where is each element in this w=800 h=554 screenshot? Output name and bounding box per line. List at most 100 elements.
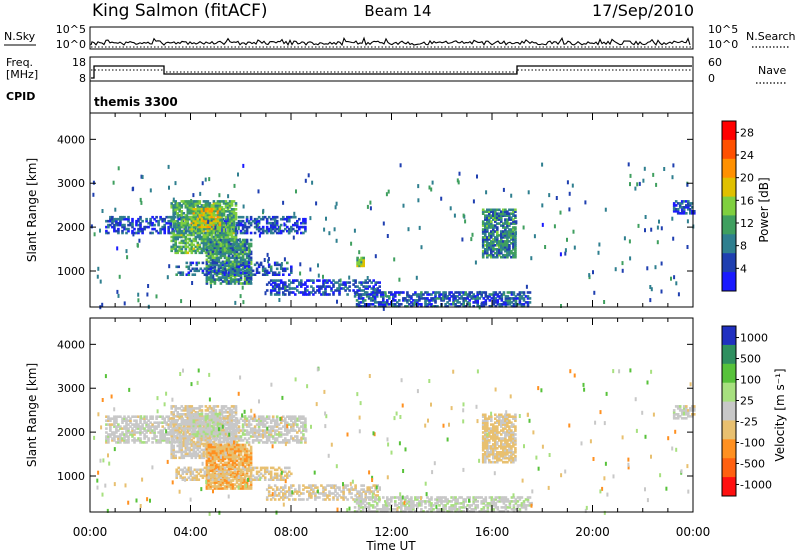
- scatter-cell: [687, 204, 690, 207]
- scatter-cell: [192, 426, 196, 430]
- scatter-cell: [221, 261, 225, 265]
- scatter-cell: [169, 221, 172, 225]
- scatter-cell: [202, 450, 206, 454]
- scatter-cell: [178, 241, 181, 245]
- scatter-cell: [541, 222, 544, 227]
- scatter-cell: [430, 293, 433, 296]
- scatter-cell: [214, 411, 218, 414]
- scatter-cell: [394, 291, 397, 294]
- scatter-cell: [149, 217, 152, 221]
- scatter-cell: [504, 220, 507, 223]
- scatter-cell: [482, 305, 486, 308]
- scatter-cell: [211, 258, 215, 262]
- scatter-cell: [224, 215, 228, 219]
- scatter-cell: [508, 232, 511, 235]
- scatter-cell: [504, 246, 507, 249]
- scatter-cell: [376, 289, 379, 292]
- scatter-cell: [296, 435, 299, 438]
- scatter-cell: [192, 247, 196, 251]
- scatter-cell: [178, 448, 181, 452]
- scatter-cell: [153, 431, 156, 434]
- scatter-cell: [287, 230, 290, 235]
- scatter-cell: [159, 437, 162, 440]
- scatter-cell: [650, 227, 653, 232]
- scatter-cell: [216, 405, 220, 408]
- scatter-cell: [277, 263, 281, 267]
- scatter-cell: [192, 211, 196, 215]
- scatter-cell: [510, 305, 514, 308]
- scatter-cell: [294, 293, 297, 296]
- scatter-cell: [132, 232, 135, 237]
- scatter-cell: [214, 206, 218, 209]
- scatter-cell: [249, 242, 253, 246]
- scatter-cell: [221, 457, 225, 461]
- scatter-cell: [293, 211, 296, 216]
- scatter-cell: [180, 204, 184, 207]
- scatter-cell: [172, 231, 175, 235]
- scatter-cell: [284, 269, 287, 273]
- scatter-cell: [190, 231, 194, 235]
- scatter-cell: [113, 217, 116, 221]
- scatter-cell: [137, 219, 140, 223]
- scatter-cell: [232, 438, 236, 442]
- scatter-cell: [172, 432, 175, 436]
- scatter-cell: [235, 248, 239, 252]
- scatter-cell: [192, 452, 196, 456]
- scatter-cell: [484, 210, 487, 213]
- scatter-cell: [261, 215, 265, 219]
- scatter-cell: [356, 262, 359, 266]
- scatter-cell: [200, 436, 204, 440]
- scatter-cell: [346, 293, 349, 296]
- scatter-cell: [292, 429, 295, 432]
- scatter-cell: [572, 229, 575, 234]
- scatter-cell: [202, 436, 206, 440]
- scatter-cell: [335, 238, 338, 243]
- scatter-cell: [210, 424, 214, 428]
- scatter-cell: [161, 429, 164, 432]
- scatter-cell: [452, 299, 455, 302]
- scatter-cell: [178, 434, 181, 438]
- scatter-cell: [234, 440, 238, 444]
- scatter-cell: [222, 221, 226, 225]
- scatter-cell: [249, 431, 253, 434]
- scatter-cell: [115, 223, 118, 227]
- scatter-cell: [247, 431, 251, 434]
- scatter-cell: [113, 431, 116, 434]
- scatter-cell: [378, 289, 381, 292]
- scatter-cell: [211, 457, 215, 461]
- scatter-cell: [206, 407, 210, 410]
- scatter-cell: [288, 227, 291, 231]
- scatter-cell: [269, 283, 273, 286]
- scatter-cell: [518, 301, 522, 304]
- scatter-cell: [249, 231, 253, 235]
- scatter-cell: [294, 419, 297, 422]
- scatter-cell: [234, 422, 238, 426]
- scatter-cell: [644, 215, 647, 219]
- scatter-cell: [129, 433, 132, 436]
- scatter-cell: [111, 433, 114, 436]
- scatter-cell: [243, 260, 247, 264]
- scatter-cell: [514, 210, 517, 213]
- scatter-cell: [182, 442, 186, 446]
- scatter-cell: [123, 417, 126, 420]
- scatter-cell: [133, 415, 136, 418]
- scatter-cell: [204, 221, 208, 225]
- scatter-cell: [282, 287, 285, 290]
- power-ylabel: Slant Range [km]: [25, 158, 39, 262]
- scatter-cell: [139, 421, 142, 424]
- scatter-cell: [204, 405, 208, 408]
- scatter-cell: [454, 303, 457, 306]
- scatter-cell: [247, 265, 251, 269]
- scatter-cell: [282, 283, 285, 286]
- scatter-cell: [243, 258, 247, 262]
- scatter-cell: [200, 409, 204, 412]
- scatter-cell: [145, 217, 148, 221]
- scatter-cell: [151, 423, 154, 426]
- scatter-cell: [196, 207, 200, 211]
- scatter-cell: [243, 246, 247, 250]
- scatter-cell: [498, 253, 501, 257]
- scatter-cell: [202, 225, 206, 229]
- scatter-cell: [226, 208, 230, 211]
- scatter-cell: [279, 433, 283, 436]
- scatter-cell: [486, 228, 489, 231]
